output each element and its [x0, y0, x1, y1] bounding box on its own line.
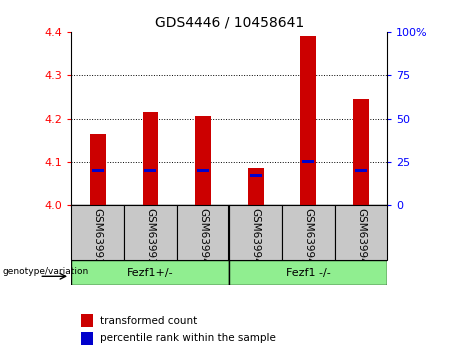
Text: GSM639941: GSM639941 [251, 208, 260, 272]
Text: genotype/variation: genotype/variation [2, 267, 89, 276]
Text: percentile rank within the sample: percentile rank within the sample [100, 333, 276, 343]
Bar [71, 205, 124, 260]
Text: Fezf1+/-: Fezf1+/- [127, 268, 174, 278]
Bar [301, 36, 316, 205]
Bar [71, 260, 229, 285]
Text: GSM639939: GSM639939 [145, 208, 155, 272]
Bar [195, 116, 211, 205]
Bar [229, 260, 387, 285]
Text: GSM639938: GSM639938 [93, 208, 103, 272]
Text: transformed count: transformed count [100, 316, 197, 326]
Bar [302, 160, 314, 164]
Bar [81, 332, 93, 345]
Bar [355, 169, 367, 172]
Bar [197, 169, 209, 172]
Bar [124, 205, 177, 260]
Text: Fezf1 -/-: Fezf1 -/- [286, 268, 331, 278]
Bar [335, 205, 387, 260]
Bar [229, 205, 282, 260]
Bar [250, 174, 261, 177]
Bar [282, 205, 335, 260]
Bar [353, 99, 369, 205]
Bar [248, 169, 264, 205]
Bar [92, 169, 104, 172]
Bar [144, 169, 156, 172]
Text: GSM639940: GSM639940 [198, 208, 208, 271]
Title: GDS4446 / 10458641: GDS4446 / 10458641 [155, 15, 304, 29]
Text: GSM639942: GSM639942 [303, 208, 313, 272]
Text: GSM639943: GSM639943 [356, 208, 366, 272]
Bar [142, 112, 158, 205]
Bar [81, 314, 93, 327]
Bar [90, 134, 106, 205]
Bar [177, 205, 229, 260]
